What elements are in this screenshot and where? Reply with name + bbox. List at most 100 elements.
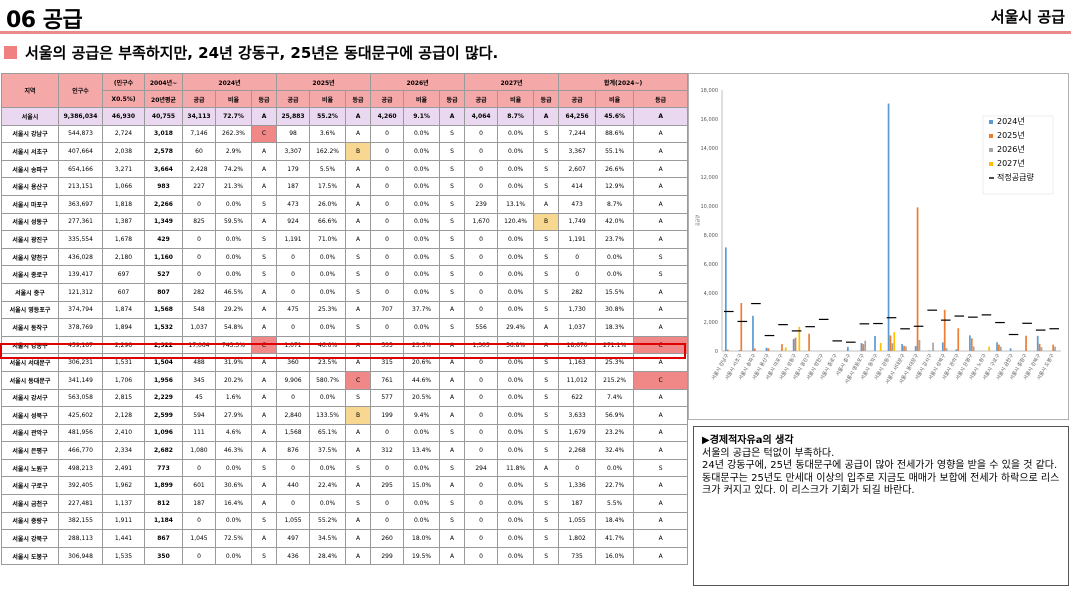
table-cell: 761	[370, 370, 405, 390]
cell-district: 서울시 은평구	[1, 441, 59, 460]
bar-2026년	[905, 346, 907, 351]
table-cell: 11,012	[558, 370, 597, 390]
col-subheader: 비율	[215, 90, 252, 108]
cell-district: 서울시 구로구	[1, 476, 59, 496]
table-cell: 45	[182, 388, 216, 408]
table-cell: 0.0%	[497, 353, 535, 372]
table-cell: S	[533, 247, 560, 267]
table-cell: 0	[464, 529, 499, 548]
table-cell: 199	[370, 406, 405, 425]
col-subheader: 20년평균	[144, 90, 183, 108]
table-cell: 335,554	[58, 230, 103, 249]
table-cell: S	[250, 458, 278, 478]
table-cell: 924	[276, 212, 311, 232]
section-label: 서울시 공급	[990, 8, 1065, 26]
bar-2024년	[996, 342, 998, 351]
note-title: ▶경제적자유a의 생각	[702, 435, 794, 446]
table-cell: 0	[276, 318, 311, 337]
cell-district: 서울시 노원구	[1, 458, 59, 478]
table-cell: 1,191	[276, 230, 311, 249]
table-cell: A	[633, 212, 689, 232]
table-row: 서울시 송파구 654,166 3,271 3,664 2,428 74.2% A 179 5.…	[1, 159, 689, 179]
table-cell: 120.4%	[497, 212, 535, 232]
bar-2024년	[928, 350, 931, 351]
bar-2024년	[752, 315, 754, 351]
table-cell: S	[439, 230, 466, 249]
y-tick-label: 10,000	[701, 204, 719, 210]
bar-2026년	[999, 346, 1002, 351]
table-cell: 72.5%	[215, 529, 252, 548]
bar-2025년	[970, 338, 973, 351]
table-cell: 0	[464, 282, 499, 302]
col-subheader: 공급	[558, 90, 597, 108]
table-cell: 15.5%	[595, 282, 635, 302]
table-cell: 2,607	[558, 159, 597, 179]
table-cell: 556	[464, 318, 499, 337]
table-cell: 40,755	[144, 107, 183, 126]
table-cell: 98	[276, 124, 311, 144]
col-subheader: 공급	[276, 90, 311, 108]
table-cell: 1,802	[558, 529, 597, 548]
table-cell: A	[345, 159, 372, 179]
table-cell: S	[250, 194, 278, 214]
table-cell: 0.0%	[309, 265, 347, 284]
table-cell: A	[250, 282, 278, 302]
table-cell: 0.0%	[403, 511, 441, 531]
table-cell: 812	[144, 494, 183, 513]
table-cell: 0	[558, 265, 597, 284]
table-cell: 1,349	[144, 212, 183, 232]
section-title: 06 공급	[6, 8, 83, 33]
table-cell: 0.0%	[215, 194, 252, 214]
table-cell: 0	[182, 546, 216, 566]
table-cell: 414	[558, 177, 597, 196]
col-subheader: 비율	[403, 90, 441, 108]
table-cell: S	[533, 546, 560, 566]
table-cell: 0.0%	[403, 247, 441, 267]
table-cell: 0	[464, 247, 499, 267]
subtitle: 서울의 공급은 부족하지만, 24년 강동구, 25년은 동대문구에 공급이 많…	[4, 42, 498, 63]
table-cell: 1,962	[102, 476, 145, 496]
col-subheader: 공급	[370, 90, 405, 108]
table-cell: 1,532	[144, 318, 183, 337]
table-cell: A	[250, 212, 278, 232]
y-tick-label: 6,000	[704, 262, 718, 268]
table-cell: 0	[370, 511, 405, 531]
table-cell: A	[345, 529, 372, 548]
table-cell: 9,906	[276, 370, 311, 390]
table-cell: 0.0%	[403, 230, 441, 249]
table-cell: 312	[370, 441, 405, 460]
table-cell: 0	[370, 318, 405, 337]
table-cell: 0.0%	[215, 546, 252, 566]
table-cell: 294	[464, 458, 499, 478]
table-row: 서울시 성동구 277,361 1,387 1,349 825 59.5% A 924 66.6…	[1, 212, 689, 232]
cell-district: 서울시 성동구	[1, 212, 59, 232]
table-cell: 0.0%	[497, 247, 535, 267]
table-cell: S	[533, 300, 560, 320]
table-cell: A	[345, 230, 372, 249]
table-cell: 436	[276, 546, 311, 566]
cell-district: 서울시 중구	[1, 282, 59, 302]
bar-2025년	[903, 345, 905, 351]
bar-2027년	[798, 326, 801, 351]
table-row: 서울시 동대문구 341,149 1,706 1,956 345 20.2% A 9,906 5…	[1, 370, 689, 390]
table-cell: A	[345, 511, 372, 531]
table-cell: 0	[464, 388, 499, 408]
bar-2024년	[1036, 335, 1039, 351]
cell-district: 서울시 관악구	[1, 423, 59, 443]
table-cell: 1,568	[144, 300, 183, 320]
table-cell: 9.1%	[403, 107, 441, 126]
table-cell: 34,113	[182, 107, 216, 126]
bar-2025년	[862, 344, 865, 351]
table-cell: A	[633, 124, 689, 144]
table-cell: 0	[464, 423, 499, 443]
legend-label: 2025년	[997, 130, 1025, 140]
table-cell: 37.5%	[309, 441, 347, 460]
col-subheader: X0.5%)	[102, 90, 145, 108]
table-cell: 0.0%	[403, 318, 441, 337]
table-cell: A	[345, 124, 372, 144]
cell-district: 서울시 동대문구	[1, 370, 59, 390]
table-cell: 262.3%	[215, 124, 252, 144]
table-cell: A	[250, 406, 278, 425]
table-cell: 360	[276, 353, 311, 372]
col-subheader: 등급	[439, 90, 466, 108]
